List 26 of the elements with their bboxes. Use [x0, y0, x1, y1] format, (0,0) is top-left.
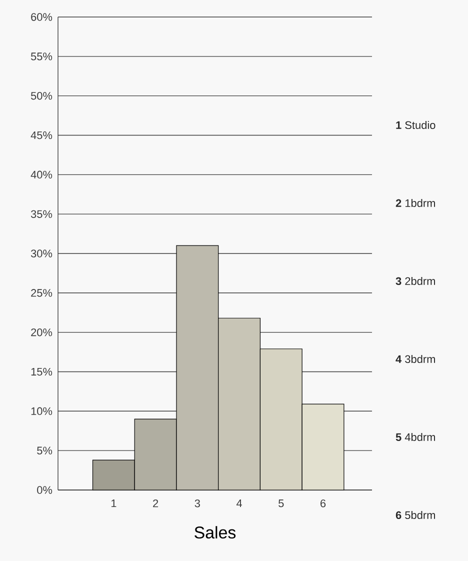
x-axis-title: Sales: [194, 526, 236, 539]
x-tick-label: 1: [111, 500, 116, 508]
y-tick-label: 35%: [30, 210, 52, 218]
y-tick-label: 55%: [30, 52, 52, 60]
x-tick-label: 3: [194, 500, 200, 508]
x-tick-label: 2: [153, 500, 158, 508]
x-tick-label: 6: [320, 500, 326, 508]
x-tick-label: 5: [278, 500, 284, 508]
y-tick-label: 30%: [30, 250, 52, 258]
text: 2 1bdrm: [396, 198, 435, 208]
text: 4 3bdrm: [396, 354, 435, 364]
y-tick-label: 60%: [31, 13, 52, 21]
y-tick-label: 25%: [31, 289, 52, 297]
y-tick-label: 10%: [31, 407, 52, 416]
y-tick-label: 15%: [31, 368, 52, 376]
y-tick-label: 45%: [30, 131, 52, 140]
text: 6 5bdrm: [396, 510, 435, 520]
y-tick-label: 5%: [37, 446, 52, 454]
text: 3 2bdrm: [396, 276, 435, 286]
y-tick-label: 0%: [37, 486, 52, 494]
y-tick-label: 50%: [30, 92, 52, 100]
y-tick-label: 40%: [30, 170, 52, 179]
text: 1 Studio: [396, 120, 436, 130]
x-tick-label: 4: [236, 500, 242, 508]
y-tick-label: 20%: [31, 328, 52, 336]
text: 5 4bdrm: [396, 432, 435, 442]
